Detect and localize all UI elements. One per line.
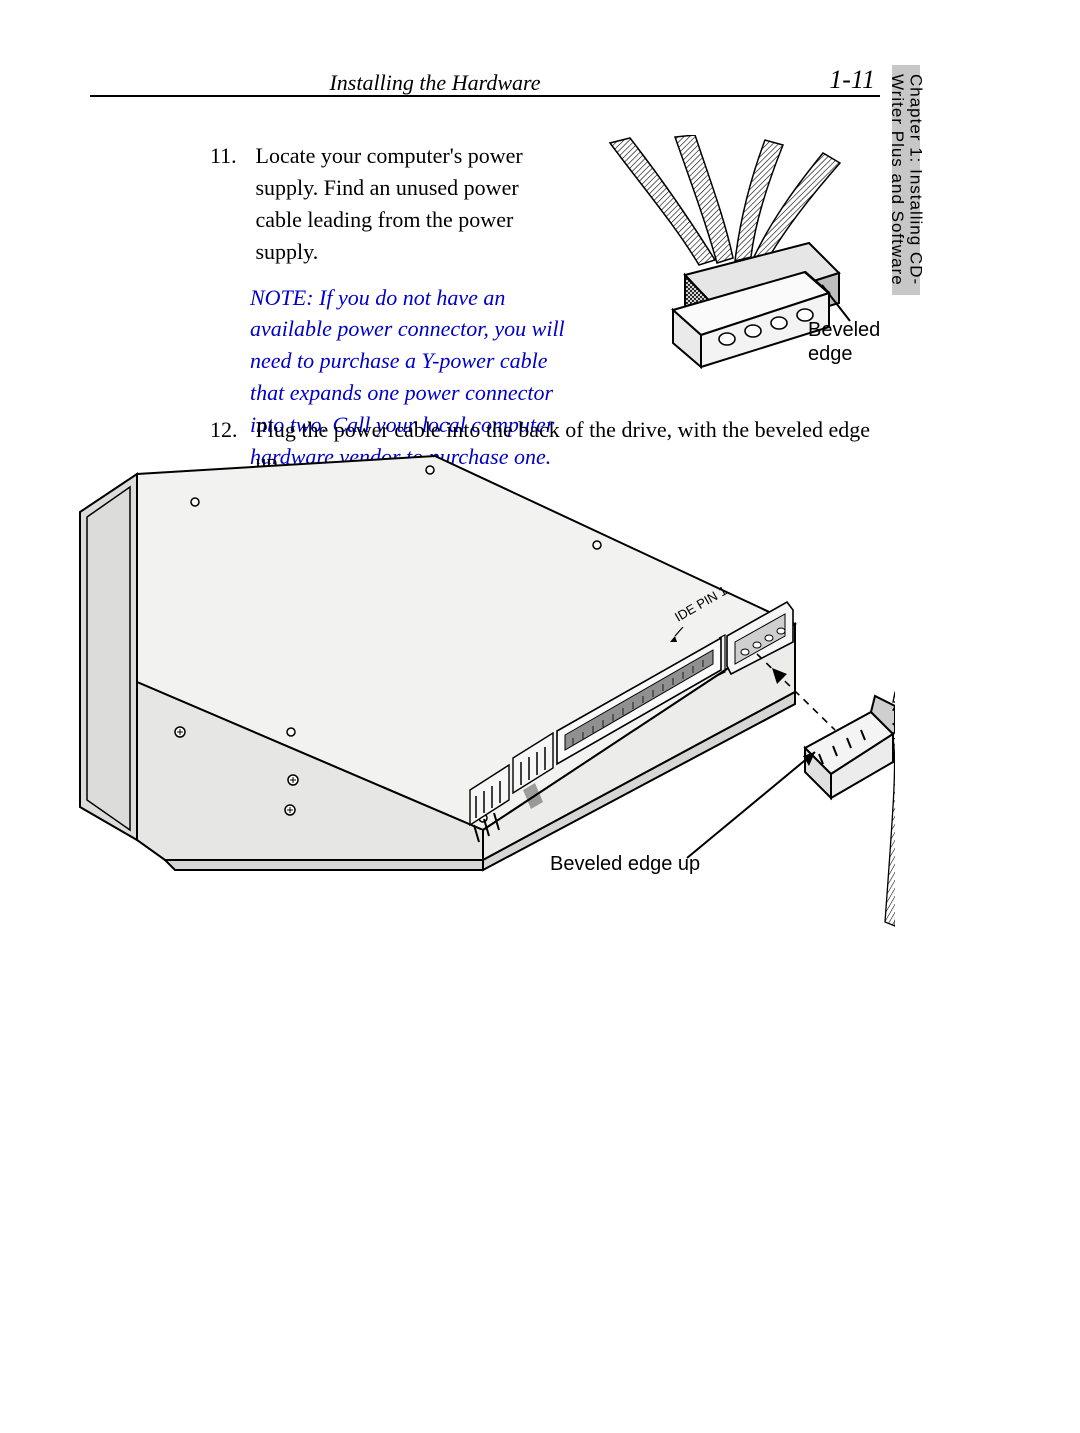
callout-beveled-edge-up: Beveled edge up — [550, 852, 700, 876]
drive-svg: IDE PIN 1 — [75, 452, 895, 962]
page-number: 1-11 — [829, 65, 875, 95]
side-tab-line2: Writer Plus and Software — [888, 74, 907, 286]
header-title: Installing the Hardware — [90, 70, 780, 96]
side-tab: Chapter 1: Installing CD- Writer Plus an… — [892, 65, 920, 295]
side-tab-text: Chapter 1: Installing CD- Writer Plus an… — [887, 74, 924, 286]
step-12-number: 12. — [210, 414, 250, 446]
drive-bezel — [80, 474, 137, 840]
step-11-number: 11. — [210, 140, 250, 172]
page: Installing the Hardware 1-11 Chapter 1: … — [0, 0, 1080, 1433]
side-tab-line1: Chapter 1: Installing CD- — [907, 74, 926, 285]
figure-drive: IDE PIN 1 — [75, 452, 895, 962]
callout-beveled-edge: Beveled edge — [808, 318, 898, 366]
step-11-text: Locate your computer's power supply. Fin… — [256, 140, 556, 268]
callout-leader-2 — [687, 752, 815, 858]
header-rule — [90, 95, 880, 97]
